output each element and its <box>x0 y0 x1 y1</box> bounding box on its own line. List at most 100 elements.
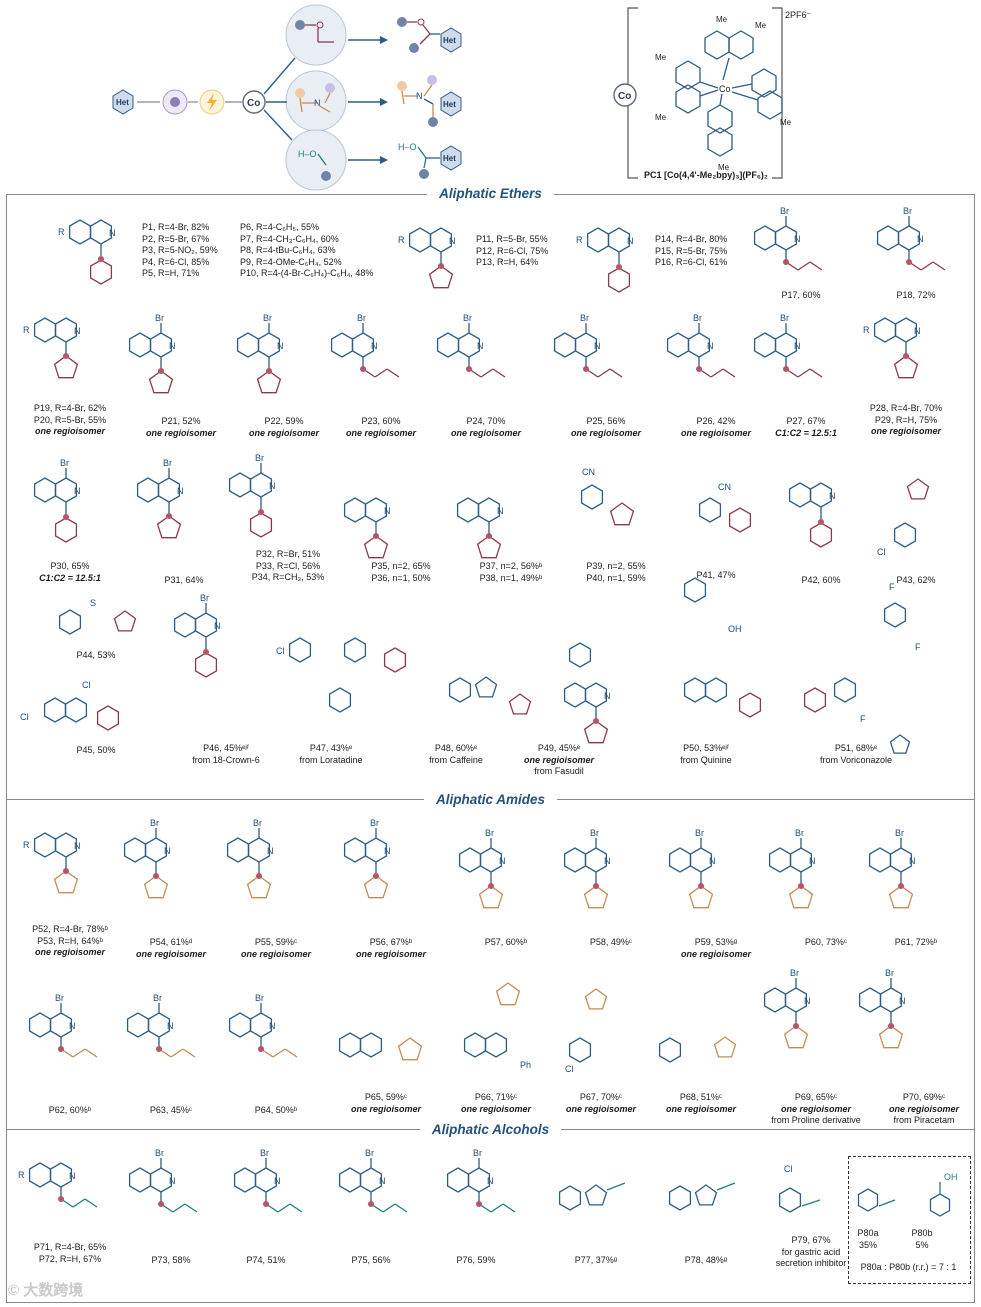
caption-line: P28, R=4-Br, 70% <box>869 403 943 413</box>
n-atom: N <box>74 841 81 851</box>
caption-line: P35, n=2, 65% <box>371 561 431 571</box>
caption-p55: P55, 59%ᶜ one regioisomer <box>220 937 332 960</box>
benzene-ring <box>28 1012 52 1038</box>
benzene-ring <box>873 317 897 343</box>
n-atom: N <box>794 341 801 351</box>
caption-line: P29, R=H, 75% <box>874 414 938 425</box>
br-atom: Br <box>200 593 209 603</box>
quinoline-pyridine <box>359 1032 383 1058</box>
product-amide-n: N <box>416 91 423 101</box>
caption-line: P75, 56% <box>351 1255 391 1265</box>
caption-p70: P70, 69%ᶜ one regioisomer from Piracetam <box>868 1092 980 1127</box>
caption-p54: P54, 61%ᵈ one regioisomer <box>115 937 227 960</box>
caption-p17: P17, 60% <box>745 290 857 302</box>
header-scheme: N H–O Het Co <box>0 0 981 191</box>
reaction-site-dot <box>63 514 69 520</box>
quinuclidine-ring <box>683 577 707 603</box>
bracket-right <box>772 7 783 179</box>
amide-n-label: N <box>314 98 321 108</box>
br-atom: Br <box>155 313 164 323</box>
caption-line: P69, 65%ᶜ <box>794 1092 838 1102</box>
bond <box>809 261 823 271</box>
n-atom: N <box>69 1021 76 1031</box>
reaction-site-dot <box>486 533 492 539</box>
caption-line: C1:C2 = 12.5:1 <box>39 572 101 583</box>
bond <box>502 1203 516 1213</box>
bond <box>492 368 506 378</box>
substituent-ring <box>893 355 919 379</box>
caption-p57: P57, 60%ᵇ <box>450 937 562 949</box>
caption-line: one regioisomer <box>680 427 752 438</box>
br-atom: Br <box>263 313 272 323</box>
n-atom: N <box>594 341 601 351</box>
product-amide-atom-2 <box>427 75 437 85</box>
n-atom: N <box>167 1021 174 1031</box>
reaction-site-dot <box>203 649 209 655</box>
loratadine-pyridine <box>343 637 367 663</box>
thf-ring <box>906 478 930 500</box>
benzene-ring <box>763 987 787 1013</box>
reaction-scheme-svg: N H–O Het Co <box>112 4 812 191</box>
caption-p68: P68, 51%ᶜ one regioisomer <box>645 1092 757 1115</box>
benzene-ring <box>126 1012 150 1038</box>
reaction-site-dot <box>98 256 104 262</box>
caption-p77: P77, 37%ᵍ <box>540 1255 652 1267</box>
caption-line: P24, 70% <box>466 416 506 426</box>
caption-line: P65, 59%ᶜ <box>364 1092 408 1102</box>
caption-line: P22, 59% <box>264 416 304 426</box>
pyrimidine-ring <box>833 677 857 703</box>
reaction-site-dot <box>906 259 912 265</box>
bond <box>84 1198 98 1208</box>
reaction-site-dot <box>368 1201 374 1207</box>
br-atom: Br <box>253 818 262 828</box>
substituent-ring <box>363 875 389 899</box>
het-label: Het <box>116 98 129 107</box>
caption-line: from Loratadine <box>299 754 363 765</box>
het-hexagon <box>112 89 134 115</box>
quinoline-benzo <box>338 1032 362 1058</box>
br-atom: Br <box>590 828 599 838</box>
bond <box>797 261 811 271</box>
benzene-ring <box>128 332 152 358</box>
br-atom: Br <box>463 313 472 323</box>
bond <box>277 1203 291 1213</box>
benzene-ring <box>553 332 577 358</box>
caption-p76: P76, 59% <box>420 1255 532 1267</box>
caption-line: P66, 71%ᶜ <box>474 1092 518 1102</box>
reaction-site-dot <box>156 1046 162 1052</box>
caption-p63: P63, 45%ᶜ <box>115 1105 227 1117</box>
br-atom: Br <box>903 206 912 216</box>
bond <box>386 368 400 378</box>
me-label-1: Me <box>716 15 728 24</box>
caption-p26: P26, 42% one regioisomer <box>660 416 772 439</box>
alcohols-title: Aliphatic Alcohols <box>0 1122 981 1137</box>
reaction-site-dot <box>63 868 69 874</box>
alcohol-atom <box>321 171 331 181</box>
n-atom: N <box>177 486 184 496</box>
dioxane-ring <box>383 647 407 673</box>
loratadine-ring <box>288 637 312 663</box>
thf-ring <box>609 502 635 526</box>
bond <box>72 1048 86 1058</box>
caption-line: P61, 72%ᵇ <box>894 937 938 947</box>
reaction-site-dot <box>696 366 702 372</box>
br-atom: Br <box>695 828 704 838</box>
substituent-ring <box>53 870 79 894</box>
benzene-ring <box>330 332 354 358</box>
n-atom: N <box>899 996 906 1006</box>
n-atom: N <box>269 1021 276 1031</box>
n-atom: N <box>371 341 378 351</box>
br-atom: Br <box>163 458 172 468</box>
caption-p44: P44, 53% <box>40 650 152 662</box>
caption-p30: P30, 65% C1:C2 = 12.5:1 <box>14 561 126 584</box>
substituent-ring <box>688 885 714 909</box>
bond <box>374 368 388 378</box>
cl-atom: Cl <box>565 1064 574 1074</box>
reaction-site-dot <box>58 1196 64 1202</box>
substituent-ring <box>194 652 218 678</box>
quinoline-pyridine <box>484 1032 508 1058</box>
r-group: R <box>23 840 30 850</box>
reaction-site-dot <box>593 883 599 889</box>
caption-p49: P49, 45%ᵉ one regioisomer from Fasudil <box>503 743 615 778</box>
pc1-label: PC1 [Co(4,4'-Me₂bpy)₃](PF₆)₂ <box>644 170 768 180</box>
